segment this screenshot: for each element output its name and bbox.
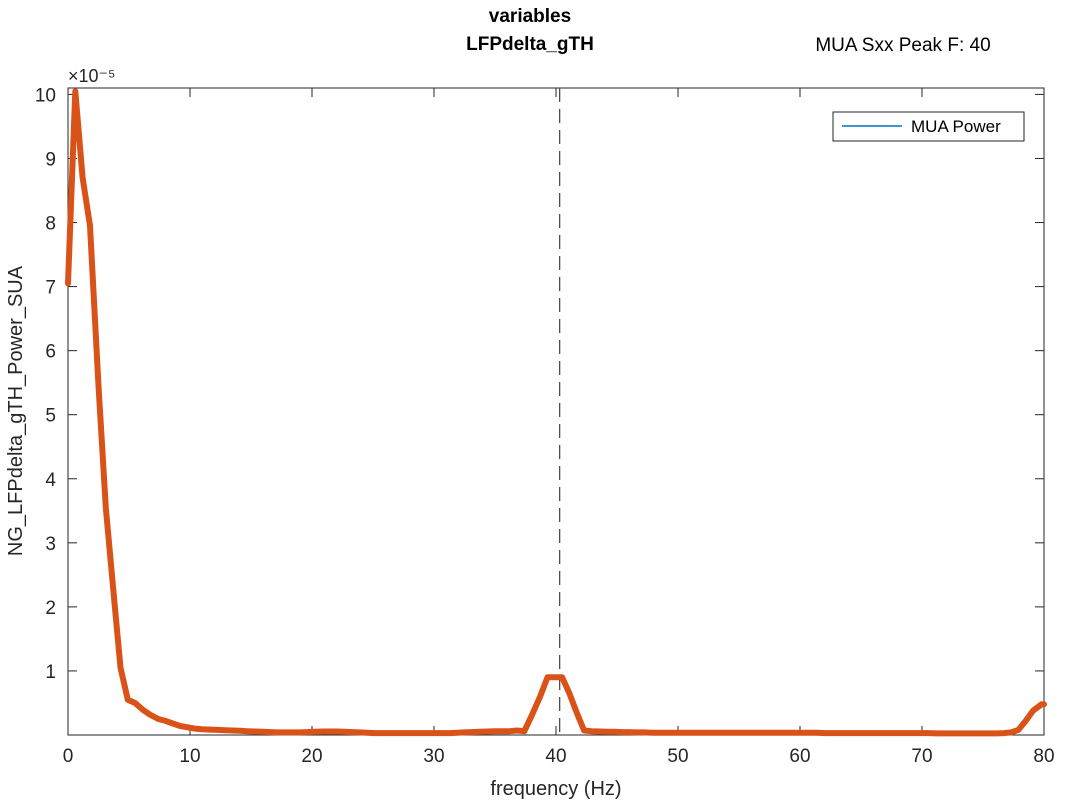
x-tick-label: 10 — [179, 746, 200, 767]
legend-entry-label: MUA Power — [911, 117, 1001, 136]
y-ticks: 1 2 3 4 5 6 7 8 9 10 — [35, 85, 1044, 683]
y-tick-label: 2 — [45, 598, 56, 619]
peak-annotation: MUA Sxx Peak F: 40 — [815, 35, 990, 56]
x-tick-label: 0 — [63, 746, 74, 767]
y-tick-label: 5 — [45, 406, 56, 427]
chart-title-line2: LFPdelta_gTH — [466, 34, 594, 55]
x-tick-label: 70 — [911, 746, 932, 767]
x-tick-label: 80 — [1033, 746, 1054, 767]
y-tick-label: 7 — [45, 278, 56, 299]
x-ticks: 0 10 20 30 40 50 60 70 80 — [63, 88, 1055, 767]
y-tick-label: 10 — [35, 85, 56, 106]
x-tick-label: 60 — [789, 746, 810, 767]
y-exponent-label: ×10⁻⁵ — [68, 66, 116, 86]
x-tick-label: 50 — [667, 746, 688, 767]
x-tick-label: 20 — [301, 746, 322, 767]
chart-title-line1: variables — [489, 6, 571, 27]
x-axis-label: frequency (Hz) — [490, 778, 621, 800]
axes-box — [67, 87, 1045, 736]
legend: MUA Power — [832, 111, 1025, 142]
y-axis-label: NG_LFPdelta_gTH_Power_SUA — [5, 265, 27, 556]
mua-power-line — [65, 88, 1047, 737]
y-tick-label: 4 — [45, 470, 56, 491]
y-tick-label: 1 — [45, 662, 56, 683]
y-tick-label: 8 — [45, 214, 56, 235]
y-tick-label: 6 — [45, 342, 56, 363]
x-tick-label: 30 — [423, 746, 444, 767]
y-tick-label: 9 — [45, 149, 56, 170]
x-tick-label: 40 — [545, 746, 566, 767]
plot-area: 0 10 20 30 40 50 60 70 80 1 2 3 4 5 6 7 8 9 10 — [35, 85, 1055, 767]
y-tick-label: 3 — [45, 534, 56, 555]
